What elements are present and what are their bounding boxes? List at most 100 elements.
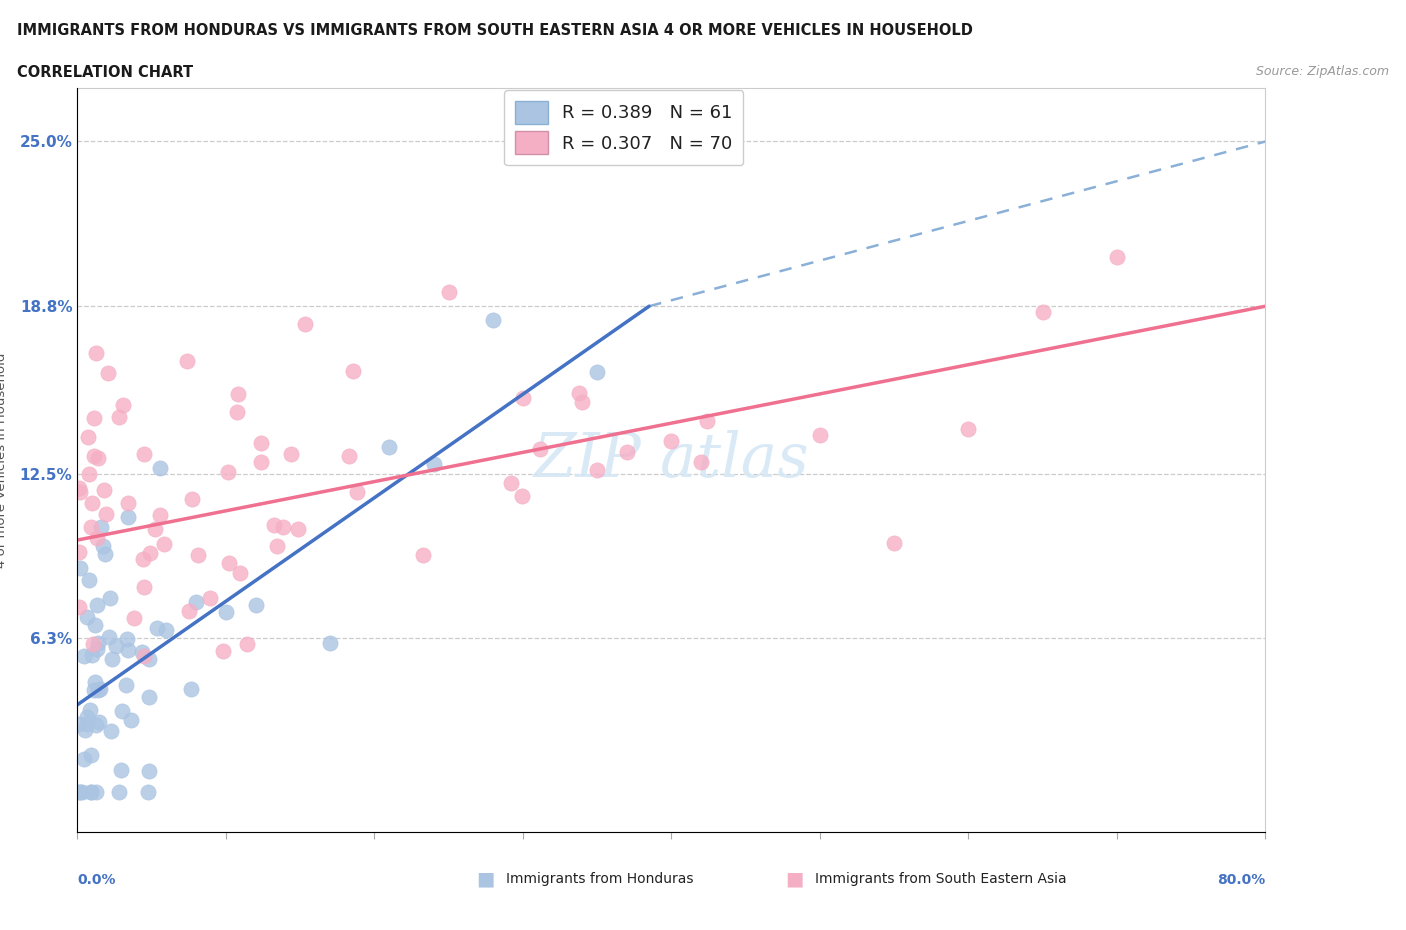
Point bbox=[186, 594, 208, 609]
Text: 0.0%: 0.0% bbox=[77, 873, 115, 887]
Point bbox=[67, 481, 90, 496]
Text: IMMIGRANTS FROM HONDURAS VS IMMIGRANTS FROM SOUTH EASTERN ASIA 4 OR MORE VEHICLE: IMMIGRANTS FROM HONDURAS VS IMMIGRANTS F… bbox=[17, 23, 973, 38]
Point bbox=[217, 465, 239, 480]
Point bbox=[131, 644, 153, 659]
Point bbox=[139, 545, 162, 560]
Point bbox=[136, 785, 159, 800]
Point bbox=[86, 642, 108, 657]
Point bbox=[70, 785, 93, 800]
Point bbox=[87, 451, 110, 466]
Text: Source: ZipAtlas.com: Source: ZipAtlas.com bbox=[1256, 65, 1389, 78]
Point bbox=[132, 648, 155, 663]
Point bbox=[93, 482, 115, 497]
Point bbox=[76, 610, 98, 625]
Point bbox=[83, 410, 105, 425]
Point bbox=[198, 591, 221, 605]
Point bbox=[82, 637, 104, 652]
Point bbox=[73, 648, 96, 663]
Point bbox=[89, 681, 111, 696]
Point bbox=[82, 496, 104, 511]
Point bbox=[114, 677, 136, 692]
Point bbox=[138, 689, 160, 704]
Point bbox=[149, 460, 172, 475]
Point bbox=[115, 632, 138, 647]
Text: 80.0%: 80.0% bbox=[1218, 873, 1265, 887]
Point bbox=[73, 751, 96, 766]
Point bbox=[100, 724, 122, 738]
Point bbox=[83, 448, 105, 463]
Point bbox=[75, 723, 97, 737]
Point bbox=[1032, 304, 1054, 319]
Point bbox=[84, 718, 107, 733]
Point bbox=[181, 492, 204, 507]
Point bbox=[67, 600, 90, 615]
Point bbox=[510, 489, 533, 504]
Point bbox=[1105, 249, 1128, 264]
Point bbox=[100, 652, 122, 667]
Point bbox=[149, 508, 172, 523]
Point bbox=[86, 598, 108, 613]
Point bbox=[91, 539, 114, 554]
Point bbox=[97, 365, 120, 380]
Point bbox=[319, 636, 342, 651]
Point bbox=[378, 440, 401, 455]
Point bbox=[218, 555, 240, 570]
Point bbox=[337, 448, 360, 463]
Point bbox=[76, 710, 98, 724]
Point bbox=[80, 647, 103, 662]
Point bbox=[143, 521, 166, 536]
Point bbox=[808, 428, 831, 443]
Text: ■: ■ bbox=[475, 870, 495, 888]
Point bbox=[690, 455, 713, 470]
Point bbox=[87, 635, 110, 650]
Point bbox=[80, 785, 103, 800]
Point bbox=[111, 703, 134, 718]
Point bbox=[215, 604, 238, 619]
Point bbox=[108, 409, 131, 424]
Point bbox=[138, 651, 160, 666]
Point bbox=[482, 312, 505, 327]
Point bbox=[245, 598, 267, 613]
Point bbox=[883, 536, 905, 551]
Point bbox=[83, 683, 105, 698]
Point bbox=[98, 591, 121, 605]
Text: CORRELATION CHART: CORRELATION CHART bbox=[17, 65, 193, 80]
Point bbox=[266, 538, 288, 553]
Point bbox=[98, 630, 121, 644]
Point bbox=[67, 717, 90, 732]
Point bbox=[134, 580, 156, 595]
Point bbox=[423, 457, 446, 472]
Point bbox=[110, 763, 132, 777]
Point bbox=[225, 405, 247, 419]
Point bbox=[250, 455, 273, 470]
Point bbox=[346, 485, 368, 499]
Point bbox=[112, 398, 135, 413]
Point bbox=[263, 518, 285, 533]
Point bbox=[76, 717, 98, 732]
Point bbox=[132, 446, 155, 461]
Point bbox=[180, 682, 202, 697]
Point bbox=[571, 394, 593, 409]
Point bbox=[661, 433, 683, 448]
Point bbox=[412, 548, 434, 563]
Point bbox=[226, 387, 249, 402]
Point bbox=[957, 421, 980, 436]
Point bbox=[177, 604, 200, 618]
Text: Immigrants from South Eastern Asia: Immigrants from South Eastern Asia bbox=[815, 871, 1067, 886]
Point bbox=[512, 391, 534, 405]
Point bbox=[79, 519, 101, 534]
Point bbox=[294, 316, 316, 331]
Point bbox=[586, 462, 609, 477]
Point bbox=[124, 610, 146, 625]
Point bbox=[212, 644, 235, 658]
Point bbox=[117, 643, 139, 658]
Point bbox=[586, 365, 609, 379]
Point bbox=[79, 466, 101, 481]
Legend: R = 0.389   N = 61, R = 0.307   N = 70: R = 0.389 N = 61, R = 0.307 N = 70 bbox=[505, 90, 744, 166]
Y-axis label: 4 or more Vehicles in Household: 4 or more Vehicles in Household bbox=[0, 352, 8, 568]
Point bbox=[87, 683, 110, 698]
Point bbox=[84, 618, 107, 632]
Point bbox=[529, 442, 551, 457]
Point bbox=[67, 785, 90, 800]
Point bbox=[236, 636, 259, 651]
